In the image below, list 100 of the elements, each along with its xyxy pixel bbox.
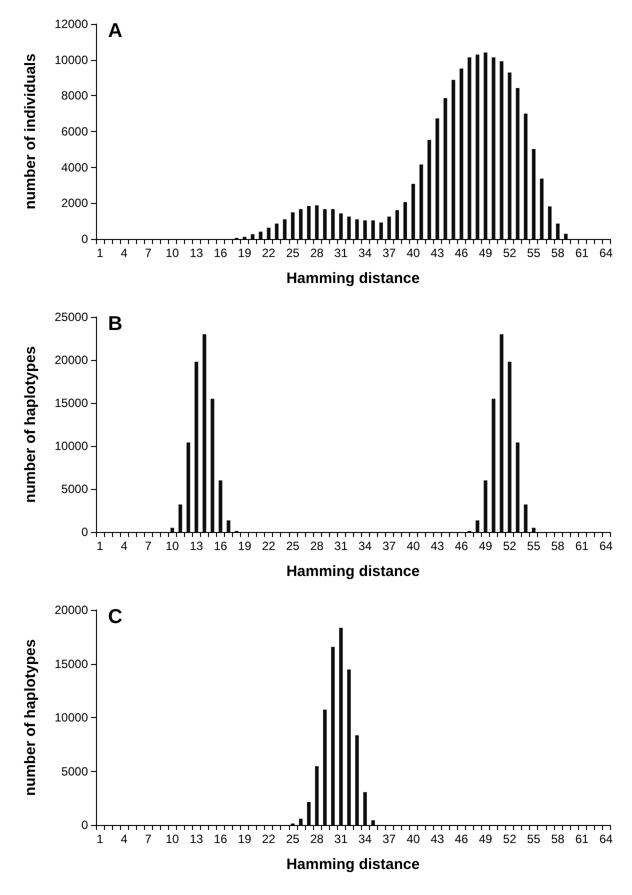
x-tick-label: 4 — [120, 539, 128, 553]
x-tick-label: 19 — [238, 246, 252, 260]
x-tick-label: 13 — [190, 832, 204, 846]
bar — [290, 212, 295, 239]
y-tick-label: 5000 — [61, 482, 88, 496]
bar — [258, 232, 262, 239]
bar — [315, 205, 319, 239]
bar — [250, 234, 254, 239]
bar — [500, 61, 504, 239]
bar — [532, 149, 536, 239]
x-tick-label: 7 — [144, 246, 152, 260]
y-tick-label: 25000 — [54, 310, 88, 324]
y-tick-label: 0 — [81, 818, 88, 832]
x-tick-label: 22 — [262, 832, 276, 846]
x-tick-label: 25 — [286, 246, 300, 260]
x-tick-label: 16 — [214, 539, 228, 553]
x-tick-label: 13 — [190, 246, 204, 260]
x-tick-label: 22 — [262, 539, 276, 553]
x-tick-label: 52 — [502, 539, 517, 553]
x-tick-label: 7 — [144, 539, 152, 553]
bar — [371, 820, 375, 825]
bar — [476, 54, 480, 239]
x-tick-label: 43 — [430, 246, 444, 260]
x-tick-label: 37 — [382, 246, 396, 260]
y-tick-label: 12000 — [54, 17, 88, 31]
bar — [460, 68, 464, 239]
bar — [347, 216, 351, 239]
x-tick-label: 61 — [575, 539, 589, 553]
bar — [492, 57, 496, 239]
y-tick-label: 10000 — [54, 52, 88, 67]
x-tick-label: 61 — [575, 246, 589, 260]
x-tick-label: 16 — [214, 832, 228, 846]
bar — [532, 528, 536, 532]
x-tick-label: 34 — [358, 832, 372, 846]
x-tick-label: 16 — [214, 246, 228, 260]
bar — [403, 202, 408, 239]
bar — [202, 334, 206, 532]
x-tick-label: 46 — [454, 539, 468, 553]
bar — [444, 98, 448, 239]
x-tick-label: 64 — [599, 832, 613, 846]
y-tick-label: 20000 — [54, 353, 88, 367]
y-tick-label: 4000 — [61, 160, 88, 174]
x-tick-label: 4 — [120, 832, 128, 846]
bar — [331, 646, 335, 825]
x-tick-label: 37 — [382, 832, 396, 846]
bar — [170, 528, 174, 532]
bar — [379, 222, 383, 239]
bar — [387, 216, 391, 239]
x-tick-label: 40 — [406, 832, 420, 846]
bar — [323, 710, 327, 825]
bar — [564, 234, 568, 239]
x-tick-label: 52 — [502, 246, 517, 260]
x-tick-label: 1 — [96, 246, 104, 260]
y-axis-title: number of haplotypes — [22, 639, 39, 796]
bar — [508, 72, 512, 239]
x-tick-label: 25 — [286, 832, 300, 846]
y-tick-label: 0 — [81, 525, 88, 539]
x-tick-label: 55 — [527, 539, 541, 553]
x-tick-label: 7 — [144, 832, 152, 846]
bar — [556, 224, 560, 239]
x-tick-label: 52 — [502, 832, 517, 846]
x-tick-label: 10 — [166, 832, 180, 846]
bar — [484, 480, 488, 532]
y-tick-label: 10000 — [54, 439, 88, 453]
bar — [298, 209, 303, 239]
x-tick-label: 28 — [310, 246, 324, 260]
bar — [524, 114, 528, 239]
x-tick-label: 37 — [382, 539, 396, 553]
bar — [363, 792, 367, 825]
y-tick-label: 0 — [81, 232, 88, 246]
bar — [492, 398, 496, 532]
bar — [339, 213, 343, 239]
x-tick-label: 25 — [286, 539, 300, 553]
chart-title: C — [108, 606, 122, 628]
bar — [500, 334, 504, 532]
bar — [282, 219, 287, 239]
bar — [355, 735, 359, 825]
bar — [226, 520, 230, 532]
x-tick-label: 46 — [454, 832, 468, 846]
bar — [419, 164, 424, 239]
bar — [436, 118, 440, 239]
x-tick-label: 49 — [478, 246, 493, 260]
x-tick-label: 4 — [120, 246, 128, 260]
x-tick-label: 31 — [334, 246, 348, 260]
x-axis-title: Hamming distance — [286, 270, 420, 287]
bar — [371, 220, 375, 239]
bar — [339, 628, 343, 825]
bar — [516, 442, 520, 532]
y-axis-title: number of individuals — [22, 54, 39, 210]
x-tick-label: 31 — [334, 832, 348, 846]
x-tick-label: 31 — [334, 539, 348, 553]
bar — [298, 818, 303, 825]
chart-title: B — [108, 313, 122, 335]
bar — [307, 802, 311, 825]
bar — [476, 520, 480, 532]
x-tick-label: 28 — [310, 832, 324, 846]
x-tick-label: 58 — [551, 246, 565, 260]
bar — [186, 442, 190, 532]
x-tick-label: 43 — [430, 832, 444, 846]
x-tick-label: 19 — [238, 539, 252, 553]
